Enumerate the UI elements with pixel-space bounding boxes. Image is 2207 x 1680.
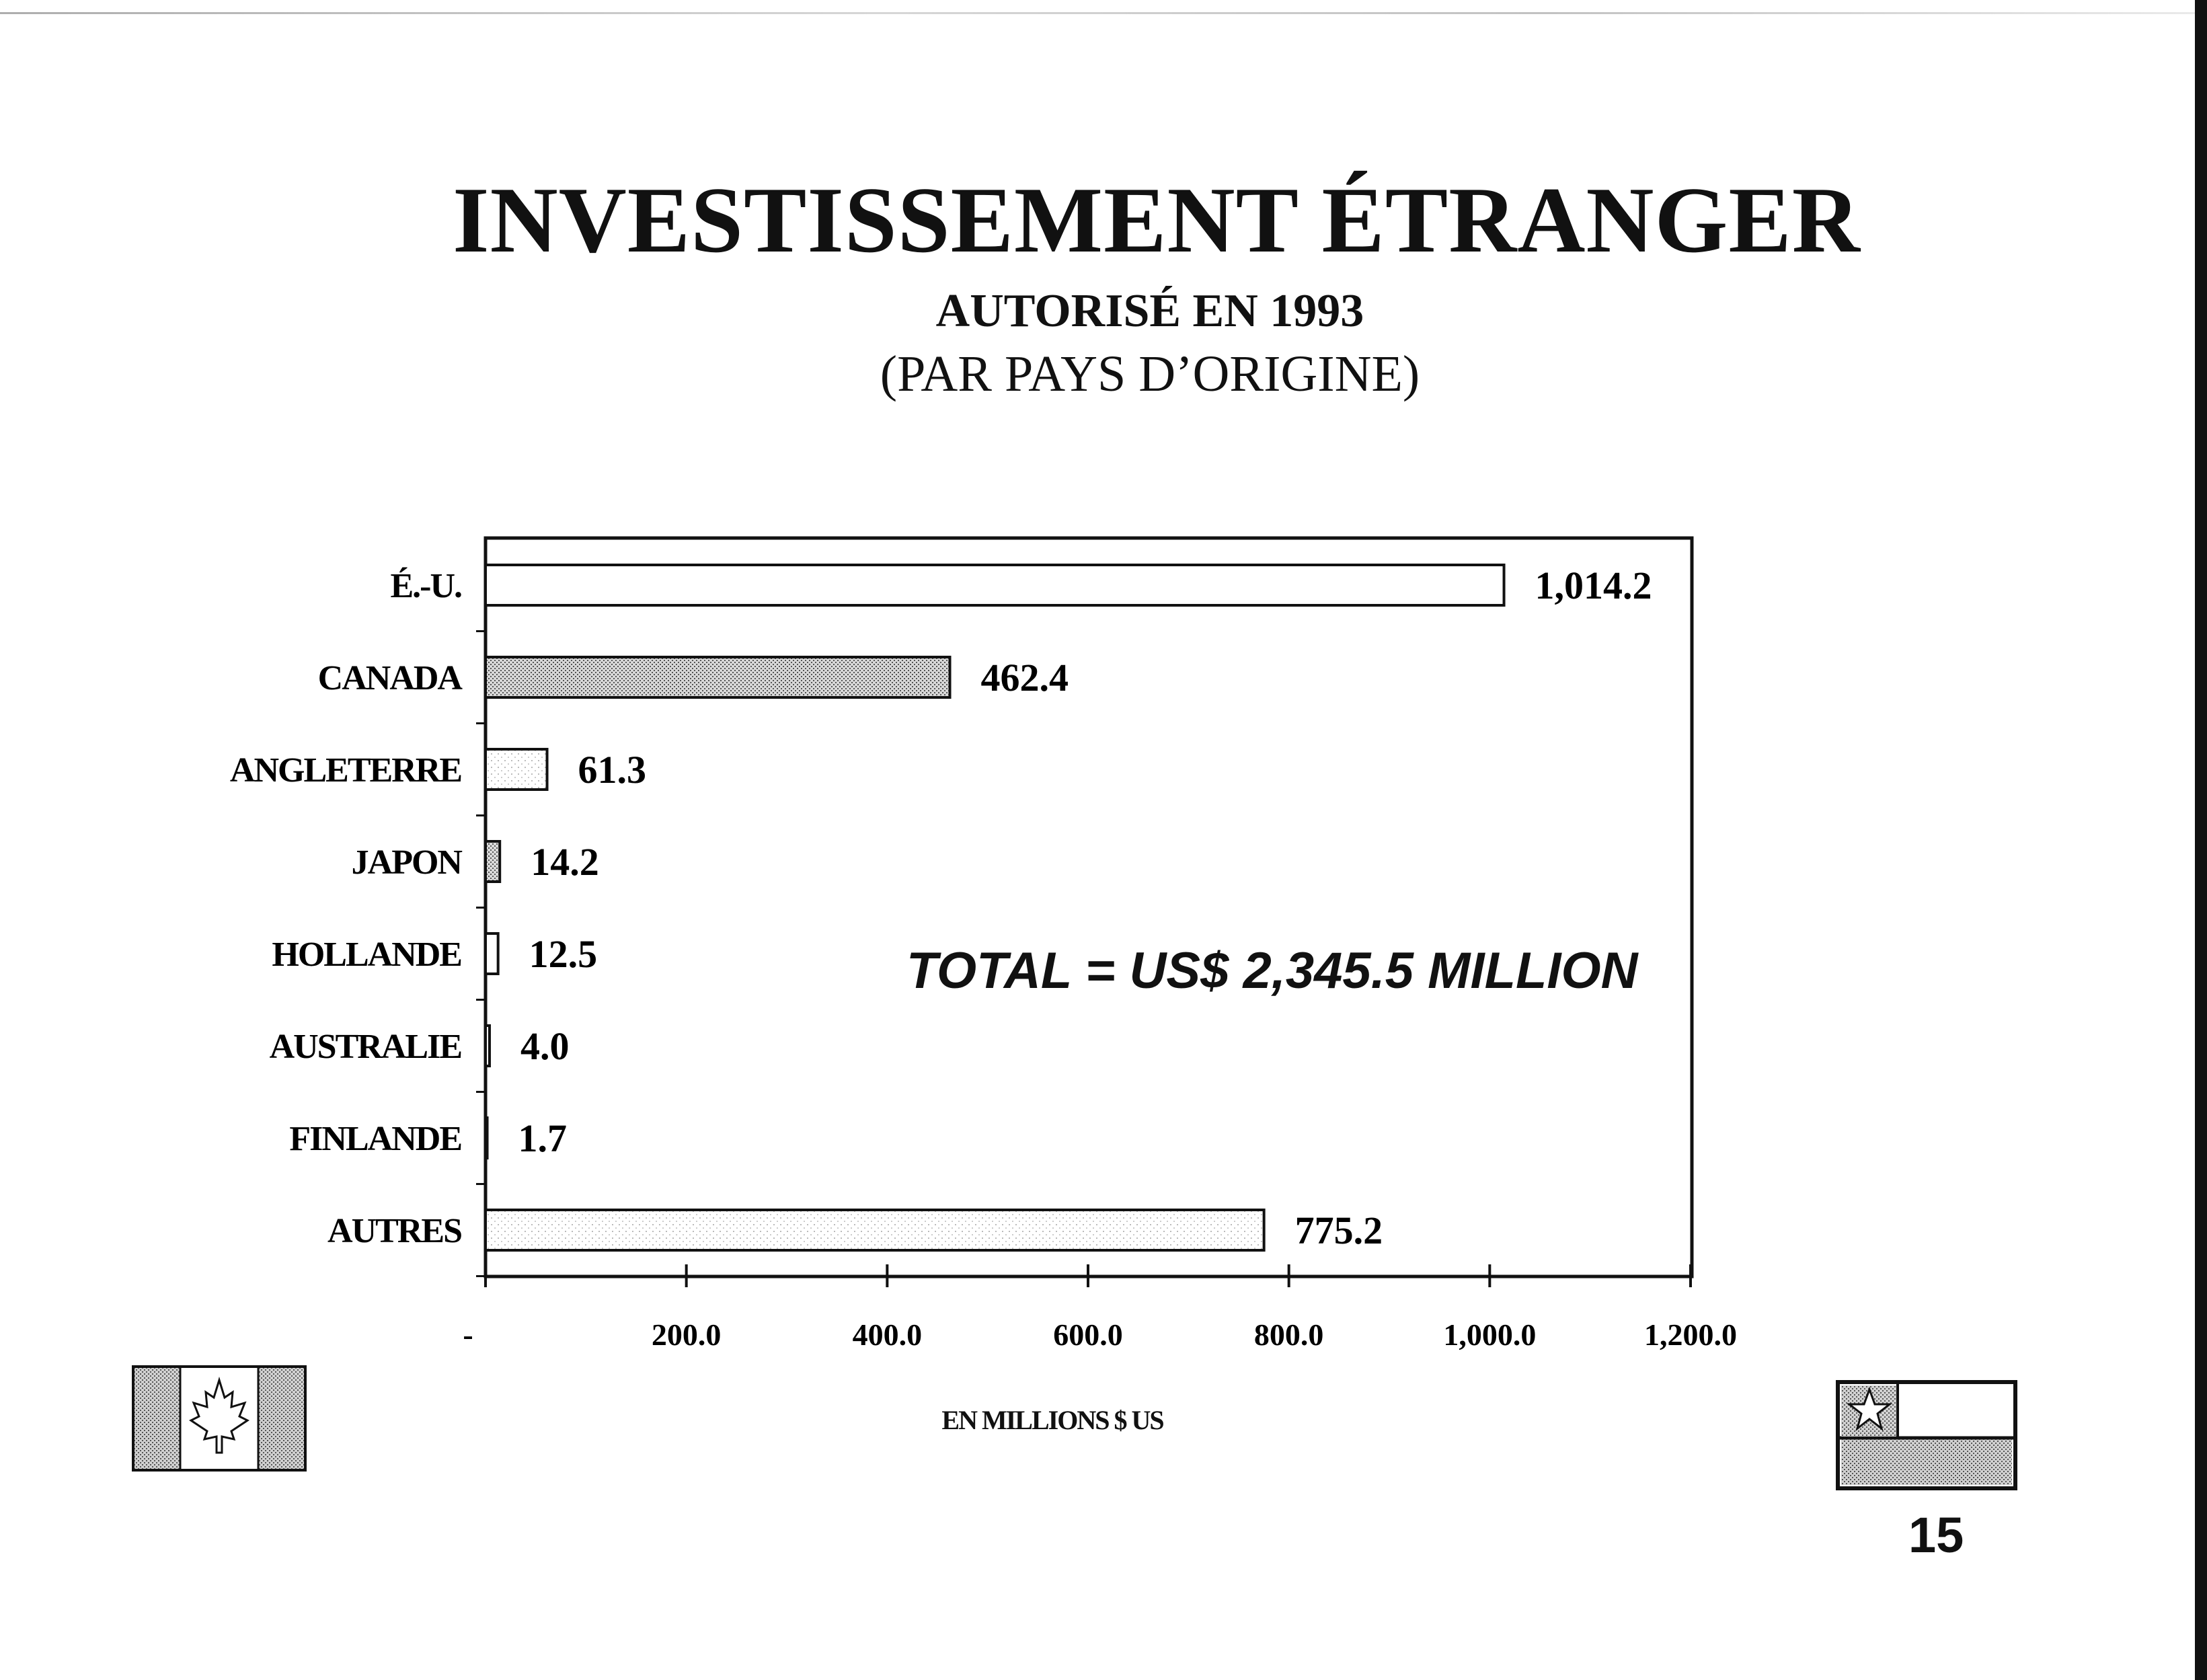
x-tick-label-4: 800.0: [1254, 1318, 1324, 1352]
bar-0: [484, 564, 1506, 607]
chart-title: INVESTISSEMENT ÉTRANGER: [453, 168, 1861, 272]
chile-flag-icon: [1836, 1380, 2017, 1490]
value-label-4: 12.5: [529, 932, 598, 976]
total-annotation: TOTAL = US$ 2,345.5 MILLION: [906, 942, 1638, 999]
category-label-1: CANADA: [318, 659, 463, 697]
x-tick-label-5: 1,000.0: [1443, 1318, 1536, 1352]
bar-3: [484, 840, 502, 883]
category-label-7: AUTRES: [327, 1212, 461, 1250]
bar-2: [484, 748, 549, 791]
category-label-6: FINLANDE: [289, 1120, 461, 1158]
value-label-6: 1.7: [518, 1116, 568, 1160]
bar-5: [484, 1024, 491, 1067]
category-label-0: É.-U.: [390, 566, 461, 605]
page-number: 15: [1908, 1507, 1964, 1563]
bar-4: [484, 932, 500, 975]
category-label-2: ANGLETERRE: [230, 751, 461, 790]
chart-subtitle-origin: (PAR PAYS D’ORIGINE): [880, 346, 1420, 402]
category-label-3: JAPON: [352, 843, 463, 882]
x-axis-label: EN MILLIONS $ US: [941, 1405, 1164, 1435]
value-label-3: 14.2: [531, 840, 599, 884]
category-label-4: HOLLANDE: [272, 936, 461, 974]
bar-1: [484, 656, 952, 699]
value-label-2: 61.3: [578, 748, 647, 792]
x-tick-label-6: 1,200.0: [1644, 1318, 1737, 1352]
value-label-5: 4.0: [520, 1024, 570, 1068]
plot-frame: [483, 536, 1694, 1278]
value-label-1: 462.4: [981, 656, 1069, 699]
chart-subtitle-year: AUTORISÉ EN 1993: [935, 285, 1364, 337]
category-label-5: AUSTRALIE: [270, 1028, 462, 1066]
bars-group: É.-U. 1,014.2 CANADA 462.4 ANGLETERRE 61.3 JAP…: [230, 564, 1652, 1252]
scan-artifact-edge: [2195, 0, 2207, 1680]
x-axis-ticks: - 200.0 400.0 600.0 800.0 1,000.0 1,200.0: [463, 1264, 1737, 1352]
y-axis-ticks: [476, 630, 486, 1277]
x-tick-label-1: 200.0: [652, 1318, 722, 1352]
bar-7: [484, 1209, 1266, 1252]
value-label-7: 775.2: [1295, 1209, 1383, 1252]
x-tick-label-0: -: [463, 1318, 473, 1352]
bar-6: [484, 1116, 489, 1159]
x-tick-label-2: 400.0: [853, 1318, 923, 1352]
x-tick-label-3: 600.0: [1053, 1318, 1123, 1352]
canada-flag-icon: [132, 1365, 307, 1472]
scan-artifact-line: [0, 12, 2207, 14]
value-label-0: 1,014.2: [1535, 564, 1652, 607]
